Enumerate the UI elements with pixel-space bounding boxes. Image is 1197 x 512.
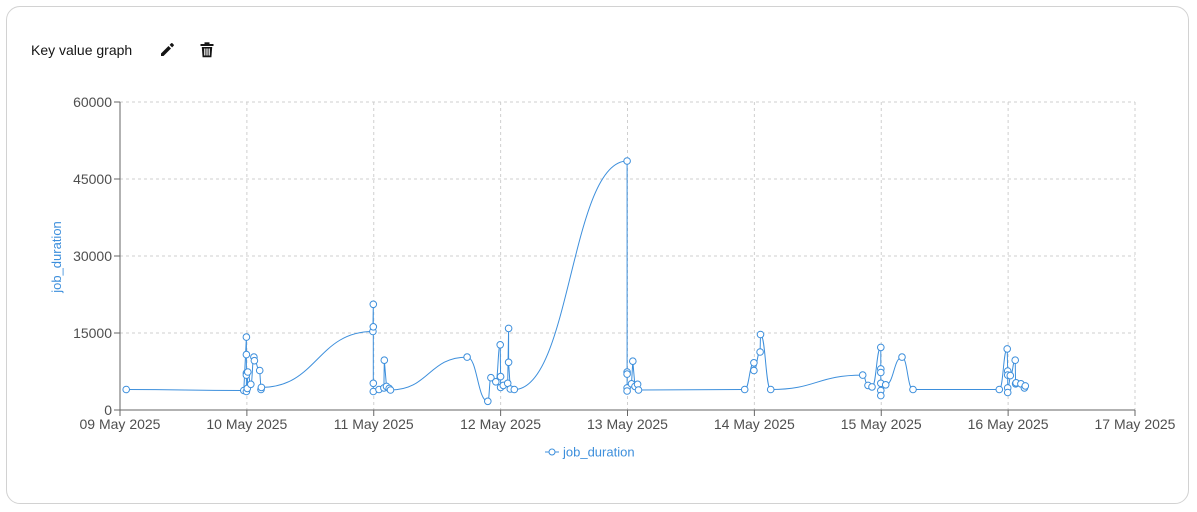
data-point[interactable] <box>369 379 378 388</box>
y-axis-label: job_duration <box>49 221 64 294</box>
x-tick-label: 12 May 2025 <box>460 416 541 432</box>
legend-label-job-duration: job_duration <box>562 445 635 460</box>
card-title: Key value graph <box>31 42 133 58</box>
data-point[interactable] <box>881 381 890 389</box>
data-point[interactable] <box>257 383 266 392</box>
data-point[interactable] <box>122 385 130 394</box>
x-tick-label: 14 May 2025 <box>714 416 795 432</box>
data-point[interactable] <box>898 353 906 361</box>
data-point[interactable] <box>877 368 885 377</box>
data-point[interactable] <box>504 358 513 367</box>
data-point[interactable] <box>629 357 637 366</box>
data-point[interactable] <box>623 387 631 395</box>
data-point[interactable] <box>492 378 500 386</box>
data-point[interactable] <box>858 371 867 379</box>
data-point[interactable] <box>868 383 876 391</box>
pencil-icon <box>161 43 175 56</box>
delete-button[interactable] <box>194 37 220 63</box>
data-point[interactable] <box>877 343 885 352</box>
data-point[interactable] <box>877 391 885 400</box>
key-value-graph-card: Key value graph <box>6 6 1189 504</box>
x-tick-label: 15 May 2025 <box>841 416 922 432</box>
data-point[interactable] <box>623 370 631 378</box>
data-point[interactable] <box>386 386 395 394</box>
data-point[interactable] <box>487 373 495 382</box>
data-point[interactable] <box>250 356 259 365</box>
series-line-job-duration <box>126 160 1026 402</box>
data-point[interactable] <box>740 385 749 394</box>
y-tick-label: 15000 <box>73 325 112 341</box>
x-tick-label: 09 May 2025 <box>80 416 161 432</box>
data-point[interactable] <box>247 380 255 389</box>
data-point[interactable] <box>750 366 758 375</box>
edit-button[interactable] <box>154 37 180 63</box>
x-tick-label: 16 May 2025 <box>968 416 1049 432</box>
legend-point-marker <box>548 448 556 456</box>
data-point[interactable] <box>995 385 1004 394</box>
trash-icon <box>200 42 214 58</box>
data-point[interactable] <box>380 356 389 365</box>
x-tick-label: 13 May 2025 <box>587 416 668 432</box>
data-point[interactable] <box>369 323 378 331</box>
y-tick-label: 0 <box>104 402 112 418</box>
data-point[interactable] <box>242 350 251 359</box>
data-point[interactable] <box>756 348 764 356</box>
y-tick-label: 45000 <box>73 171 112 187</box>
data-point[interactable] <box>634 386 643 394</box>
data-point[interactable] <box>463 353 471 361</box>
y-tick-label: 30000 <box>73 248 112 264</box>
data-point[interactable] <box>504 324 513 333</box>
data-point[interactable] <box>1003 345 1012 353</box>
card-header: Key value graph <box>31 35 220 65</box>
data-point[interactable] <box>496 372 505 381</box>
data-point[interactable] <box>242 333 251 341</box>
data-point[interactable] <box>244 368 252 376</box>
data-point[interactable] <box>510 385 519 394</box>
data-point[interactable] <box>756 330 765 339</box>
x-tick-label: 11 May 2025 <box>334 416 414 432</box>
y-tick-label: 60000 <box>73 94 112 110</box>
data-point[interactable] <box>1006 371 1015 380</box>
data-point[interactable] <box>750 359 758 367</box>
data-point[interactable] <box>1003 388 1012 397</box>
data-point[interactable] <box>766 385 775 394</box>
legend[interactable]: job_duration <box>545 445 635 460</box>
data-point[interactable] <box>1021 382 1030 390</box>
data-point[interactable] <box>623 157 631 165</box>
data-point[interactable] <box>909 385 917 394</box>
data-point[interactable] <box>496 341 505 349</box>
data-point[interactable] <box>255 366 264 375</box>
x-tick-label: 10 May 2025 <box>206 416 287 432</box>
x-tick-label: 17 May 2025 <box>1095 416 1176 432</box>
data-point[interactable] <box>484 397 492 406</box>
data-point[interactable] <box>369 300 378 309</box>
data-point[interactable] <box>1011 356 1020 365</box>
